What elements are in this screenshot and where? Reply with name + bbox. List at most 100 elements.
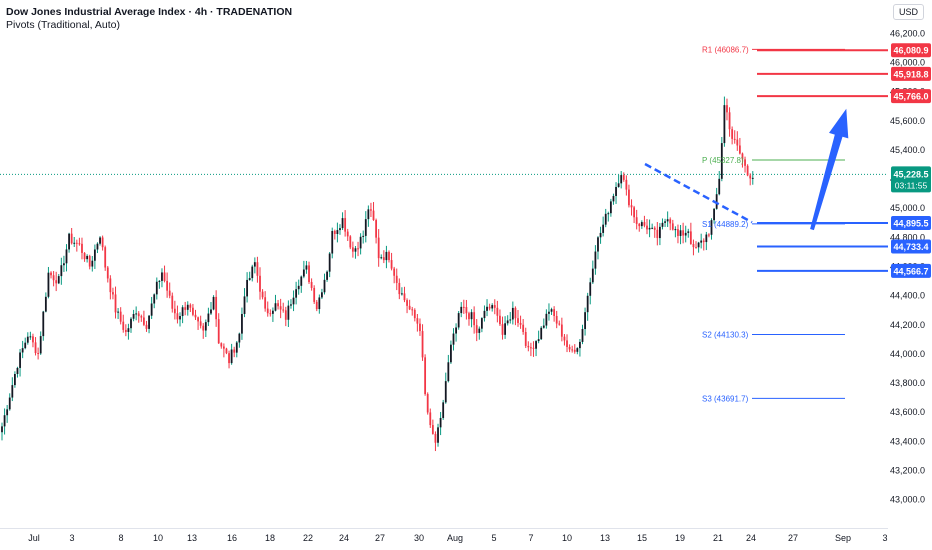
candle-body xyxy=(591,268,594,283)
candle-body xyxy=(137,313,140,317)
candle-body xyxy=(351,247,354,252)
candle-body xyxy=(731,129,734,139)
candle-body xyxy=(318,297,321,310)
candle-body xyxy=(468,313,470,320)
candle-body xyxy=(447,362,450,382)
candle-body xyxy=(163,272,166,281)
candle-body xyxy=(279,306,282,310)
candle-body xyxy=(222,346,225,349)
y-tick-label: 43,400.0 xyxy=(890,436,925,446)
candle-body xyxy=(310,282,313,288)
x-tick-label: 13 xyxy=(187,533,197,543)
candle-body xyxy=(65,249,68,264)
candle-body xyxy=(385,251,388,261)
candle-body xyxy=(57,276,60,284)
candle-body xyxy=(362,235,365,237)
candle-body xyxy=(689,231,692,244)
x-tick-label: 15 xyxy=(637,533,647,543)
price-tag xyxy=(891,239,931,254)
candle-body xyxy=(24,342,27,349)
candle-body xyxy=(197,317,199,322)
candle-body xyxy=(364,219,367,236)
candle-body xyxy=(99,237,101,244)
pivot-label: S1 (44889.2) xyxy=(702,220,749,229)
candle-body xyxy=(450,344,452,363)
candle-body xyxy=(710,220,713,235)
candle-body xyxy=(153,294,156,304)
candle-body xyxy=(571,349,574,351)
candle-body xyxy=(251,266,254,279)
candle-body xyxy=(713,208,715,221)
candle-body xyxy=(331,230,334,254)
candle-body xyxy=(519,322,522,325)
x-tick-label: 7 xyxy=(528,533,533,543)
candle-body xyxy=(411,309,414,311)
countdown-timer: 03:11:55 xyxy=(895,180,928,190)
candle-body xyxy=(393,268,396,276)
candle-body xyxy=(403,293,406,301)
candle-body xyxy=(328,253,331,272)
candle-body xyxy=(238,333,241,343)
candle-body xyxy=(52,275,55,281)
candle-body xyxy=(633,207,635,218)
candle-body xyxy=(573,349,576,352)
candle-body xyxy=(736,139,739,146)
x-tick-label: 10 xyxy=(562,533,572,543)
candle-body xyxy=(305,265,308,270)
candle-body xyxy=(26,336,29,343)
candle-body xyxy=(207,313,210,323)
pivot-label: P (45327.8) xyxy=(702,156,744,165)
candle-body xyxy=(68,233,70,250)
x-tick-label: 22 xyxy=(303,533,313,543)
candle-body xyxy=(643,222,646,226)
candle-body xyxy=(269,313,272,315)
candle-body xyxy=(243,296,246,314)
candle-body xyxy=(517,318,519,323)
y-tick-label: 43,800.0 xyxy=(890,378,925,388)
candle-body xyxy=(604,213,607,225)
candle-body xyxy=(535,341,537,349)
candle-body xyxy=(648,227,651,230)
candle-body xyxy=(292,297,295,305)
candle-body xyxy=(91,260,94,267)
candle-body xyxy=(501,324,504,335)
candle-body xyxy=(39,336,42,354)
y-tick-label: 43,200.0 xyxy=(890,466,925,476)
candle-body xyxy=(143,317,145,325)
candle-body xyxy=(73,242,76,244)
candle-body xyxy=(114,294,117,313)
x-tick-label: Sep xyxy=(835,533,851,543)
candle-body xyxy=(96,243,99,250)
candle-body xyxy=(602,224,605,233)
currency-label[interactable]: USD xyxy=(892,4,924,20)
candle-body xyxy=(545,313,548,326)
candle-body xyxy=(339,228,341,231)
candle-body xyxy=(635,217,638,224)
candle-body xyxy=(372,210,375,221)
candle-body xyxy=(60,265,63,277)
candle-body xyxy=(101,237,104,248)
candle-body xyxy=(692,243,695,248)
candle-body xyxy=(75,242,78,244)
candle-body xyxy=(204,322,207,331)
candle-body xyxy=(723,105,726,144)
candle-body xyxy=(259,275,261,292)
candle-body xyxy=(202,325,205,331)
indicator-label[interactable]: Pivots (Traditional, Auto) xyxy=(6,19,120,31)
candle-body xyxy=(11,385,14,398)
candle-body xyxy=(413,309,416,319)
pivot-label: S3 (43691.7) xyxy=(702,394,749,403)
candle-body xyxy=(661,222,664,227)
candle-body xyxy=(452,333,455,345)
candle-body xyxy=(504,323,506,335)
candle-body xyxy=(695,247,697,249)
candle-body xyxy=(145,324,148,329)
candle-body xyxy=(671,223,674,230)
candle-body xyxy=(439,417,442,428)
candle-body xyxy=(514,307,517,319)
price-tag-label: 44,733.4 xyxy=(893,242,928,252)
candle-body xyxy=(37,353,40,355)
x-tick-label: 8 xyxy=(118,533,123,543)
